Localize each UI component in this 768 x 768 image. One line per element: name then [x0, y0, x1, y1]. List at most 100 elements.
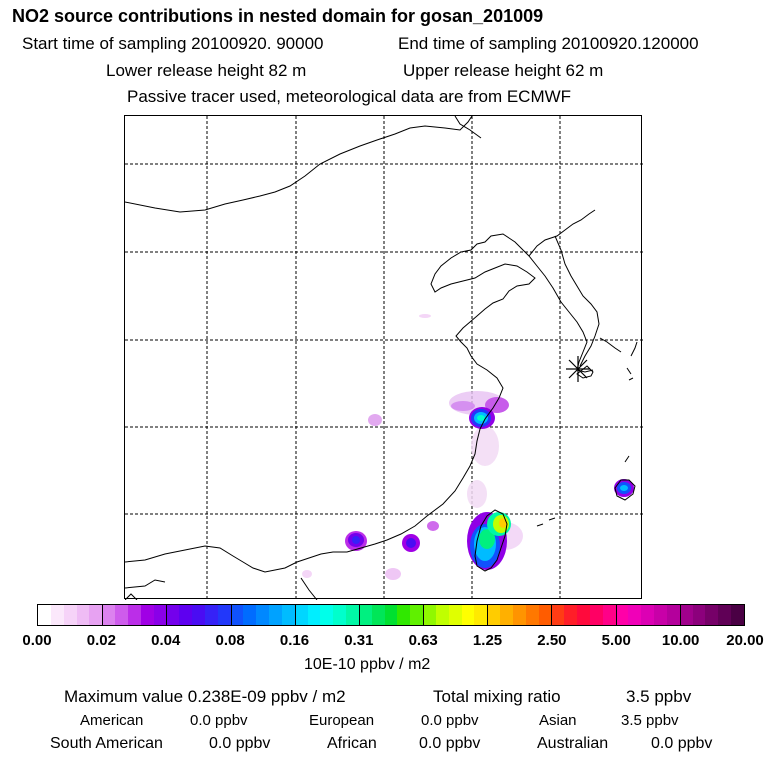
lower-release-height: Lower release height 82 m	[106, 61, 307, 80]
colorbar-cell	[564, 605, 577, 625]
colorbar-separator	[423, 605, 424, 625]
south-american-value: 0.0 ppbv	[209, 735, 271, 752]
asian-label: Asian	[539, 712, 577, 729]
colorbar-cell	[449, 605, 462, 625]
colorbar-cell	[205, 605, 218, 625]
total-mixing-value: 3.5 ppbv	[626, 687, 692, 706]
colorbar-cell	[308, 605, 320, 625]
colorbar-cell	[372, 605, 385, 625]
colorbar-cell	[77, 605, 89, 625]
colorbar-cell	[487, 605, 500, 625]
colorbar-ticks: 0.00 0.02 0.04 0.08 0.16 0.31 0.63 1.25 2.50 5.00…	[0, 632, 768, 652]
colorbar-cell	[154, 605, 166, 625]
colorbar-tick-label: 0.02	[86, 632, 116, 649]
african-value: 0.0 ppbv	[419, 735, 481, 752]
colorbar-cell	[295, 605, 308, 625]
colorbar-cell	[680, 605, 693, 625]
colorbar-cell	[243, 605, 256, 625]
colorbar-cell	[500, 605, 513, 625]
colorbar-tick-label: 5.00	[601, 632, 631, 649]
map-panel	[124, 115, 643, 600]
coastlines	[125, 116, 638, 600]
colorbar-separator	[680, 605, 681, 625]
colorbar-separator	[359, 605, 360, 625]
colorbar-cell	[282, 605, 295, 625]
australian-value: 0.0 ppbv	[651, 735, 713, 752]
upper-release-height: Upper release height 62 m	[403, 61, 604, 80]
colorbar-separator	[551, 605, 552, 625]
colorbar-tick-label: 0.63	[408, 632, 438, 649]
colorbar-cell	[115, 605, 128, 625]
european-value: 0.0 ppbv	[421, 712, 479, 729]
australian-label: Australian	[537, 735, 609, 752]
colorbar-tick-label: 0.31	[344, 632, 374, 649]
colorbar-cell	[256, 605, 269, 625]
colorbar-tick-label: 20.00	[726, 632, 764, 649]
colorbar-cell	[474, 605, 487, 625]
south-american-label: South American	[50, 735, 163, 752]
colorbar-separator	[616, 605, 617, 625]
colorbar-cell	[333, 605, 346, 625]
american-label: American	[80, 712, 144, 729]
colorbar-separator	[166, 605, 167, 625]
colorbar-cell	[731, 605, 744, 625]
colorbar-tick-label: 0.08	[215, 632, 245, 649]
colorbar-tick-label: 1.25	[472, 632, 503, 649]
colorbar-cell	[667, 605, 680, 625]
tracer-note: Passive tracer used, meteorological data…	[127, 87, 572, 106]
max-value-row: Maximum value 0.238E-09 ppbv / m2	[64, 687, 346, 706]
american-value: 0.0 ppbv	[190, 712, 248, 729]
colorbar-cell	[141, 605, 154, 625]
colorbar-cell	[218, 605, 231, 625]
gosan-site-marker	[566, 356, 590, 382]
asian-value: 3.5 ppbv	[621, 712, 679, 729]
colorbar-tick-label: 10.00	[661, 632, 700, 649]
colorbar-separator	[231, 605, 232, 625]
colorbar-cell	[359, 605, 372, 625]
colorbar-separator	[102, 605, 103, 625]
colorbar	[37, 604, 745, 626]
colorbar-cell	[539, 605, 551, 625]
colorbar-tick-label: 2.50	[537, 632, 567, 649]
colorbar-cell	[462, 605, 474, 625]
colorbar-tick-label: 0.00	[22, 632, 52, 649]
colorbar-cell	[89, 605, 102, 625]
map-title: NO2 source contributions in nested domai…	[12, 6, 544, 26]
colorbar-cell	[269, 605, 282, 625]
colorbar-cell	[616, 605, 628, 625]
colorbar-cell	[718, 605, 731, 625]
colorbar-cell	[436, 605, 449, 625]
start-time-label: Start time of sampling 20100920. 90000	[22, 34, 324, 53]
colorbar-tick-label: 0.16	[279, 632, 310, 649]
colorbar-cell	[526, 605, 539, 625]
colorbar-cell	[128, 605, 141, 625]
total-mixing-label: Total mixing ratio	[433, 687, 561, 706]
colorbar-cell	[551, 605, 564, 625]
colorbar-cell	[693, 605, 705, 625]
colorbar-cell	[192, 605, 205, 625]
colorbar-cell	[410, 605, 423, 625]
colorbar-cell	[51, 605, 64, 625]
european-label: European	[309, 712, 375, 729]
end-time-label: End time of sampling 20100920.120000	[398, 34, 699, 53]
colorbar-cell	[166, 605, 179, 625]
colorbar-cell	[38, 605, 51, 625]
colorbar-cell	[628, 605, 641, 625]
map-canvas	[125, 116, 643, 600]
tracer-plumes	[302, 314, 634, 580]
colorbar-cell	[64, 605, 77, 625]
african-label: African	[327, 735, 377, 752]
colorbar-cell	[179, 605, 192, 625]
colorbar-separator	[295, 605, 296, 625]
colorbar-cell	[603, 605, 616, 625]
colorbar-tick-label: 0.04	[151, 632, 181, 649]
colorbar-cell	[590, 605, 603, 625]
grid-lines	[125, 116, 643, 600]
colorbar-cell	[423, 605, 436, 625]
colorbar-cell	[397, 605, 410, 625]
colorbar-cell	[513, 605, 526, 625]
colorbar-cell	[577, 605, 590, 625]
colorbar-cell	[654, 605, 667, 625]
colorbar-cell	[641, 605, 654, 625]
colorbar-units: 10E-10 ppbv / m2	[304, 656, 431, 673]
